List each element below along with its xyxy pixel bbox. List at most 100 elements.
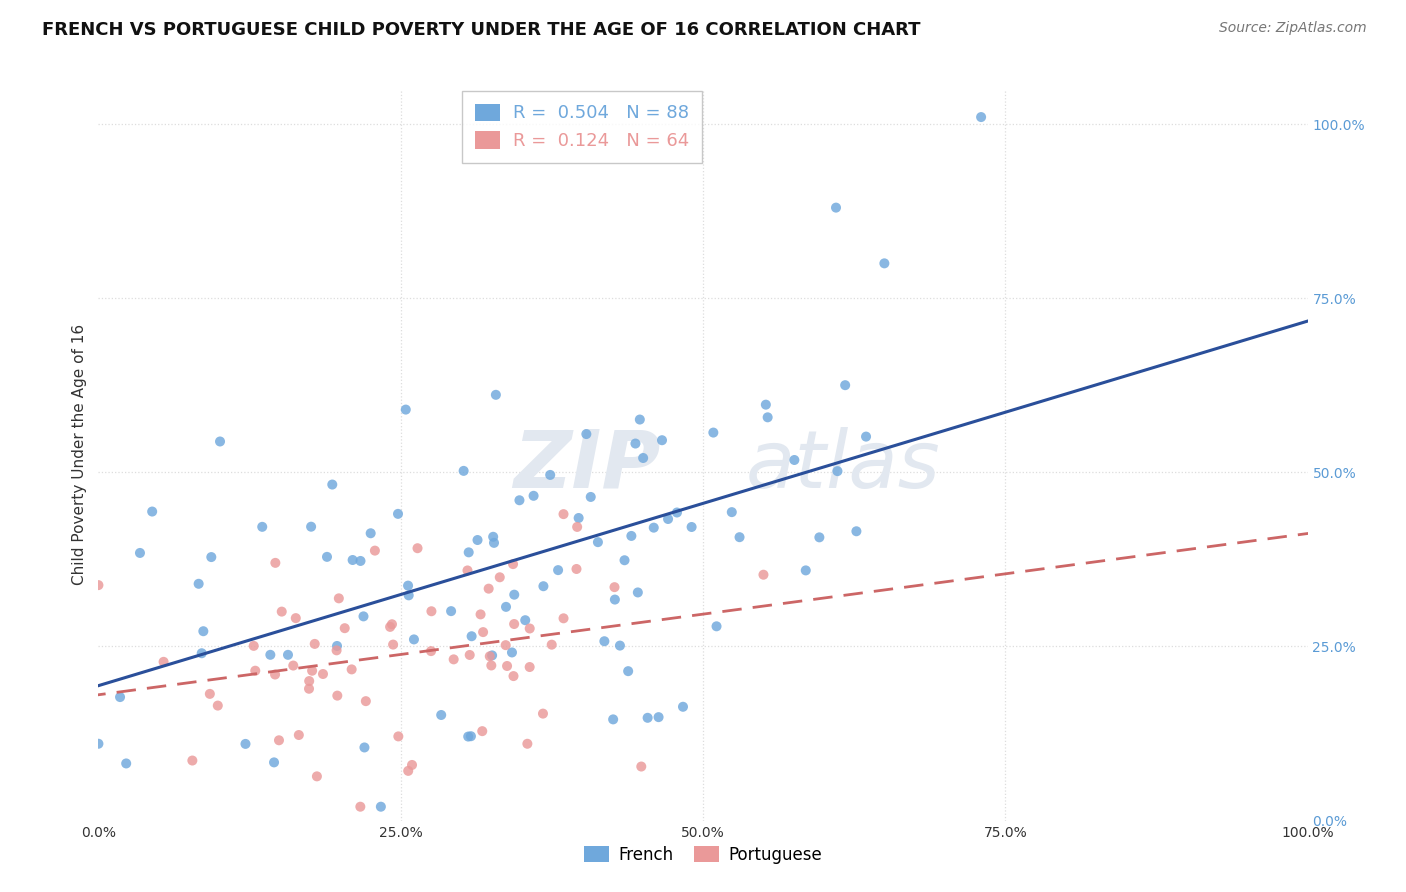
Point [485, 388, 508, 402]
Point [593, 634, 616, 648]
Point [565, 562, 588, 576]
Point [519, 660, 541, 674]
Point [325, 643, 347, 657]
Point [198, 687, 221, 701]
Point [406, 541, 429, 556]
Point [508, 493, 530, 508]
Point [364, 543, 387, 558]
Text: FRENCH VS PORTUGUESE CHILD POVERTY UNDER THE AGE OF 16 CORRELATION CHART: FRENCH VS PORTUGUESE CHILD POVERTY UNDER… [42, 21, 921, 39]
Point [523, 489, 546, 503]
Point [553, 507, 575, 521]
Point [396, 579, 419, 593]
Point [479, 658, 502, 673]
Point [706, 619, 728, 633]
Point [141, 504, 163, 518]
Point [420, 644, 443, 658]
Point [460, 729, 482, 743]
Point [970, 110, 993, 124]
Point [381, 617, 404, 632]
Text: atlas: atlas [745, 427, 941, 505]
Point [460, 629, 482, 643]
Point [353, 740, 375, 755]
Point [187, 576, 209, 591]
Point [515, 613, 537, 627]
Point [516, 737, 538, 751]
Point [547, 563, 569, 577]
Point [354, 694, 377, 708]
Point [440, 604, 463, 618]
Point [586, 535, 609, 549]
Point [624, 436, 647, 450]
Point [190, 646, 212, 660]
Point [108, 690, 131, 704]
Point [495, 638, 517, 652]
Point [502, 669, 524, 683]
Point [531, 706, 554, 721]
Point [402, 632, 425, 647]
Point [602, 712, 624, 726]
Point [193, 624, 215, 639]
Point [305, 769, 328, 783]
Point [834, 378, 856, 392]
Point [728, 530, 751, 544]
Point [235, 737, 257, 751]
Point [301, 664, 323, 678]
Point [496, 659, 519, 673]
Point [87, 578, 110, 592]
Point [794, 563, 817, 577]
Point [87, 737, 110, 751]
Point [672, 699, 695, 714]
Point [252, 520, 274, 534]
Point [620, 529, 643, 543]
Point [643, 521, 665, 535]
Point [328, 591, 350, 606]
Point [503, 588, 526, 602]
Point [627, 585, 650, 599]
Point [702, 425, 724, 440]
Point [430, 708, 453, 723]
Point [326, 689, 349, 703]
Point [387, 507, 409, 521]
Point [825, 201, 848, 215]
Point [270, 605, 292, 619]
Point [387, 730, 409, 744]
Point [855, 429, 877, 443]
Point [353, 609, 375, 624]
Point [457, 730, 479, 744]
Point [756, 410, 779, 425]
Point [553, 611, 575, 625]
Point [333, 621, 356, 635]
Point [312, 667, 335, 681]
Point [129, 546, 152, 560]
Point [538, 467, 561, 482]
Point [630, 759, 652, 773]
Point [783, 453, 806, 467]
Point [395, 402, 418, 417]
Point [647, 710, 669, 724]
Point [472, 625, 495, 640]
Point [284, 611, 307, 625]
Point [378, 620, 401, 634]
Point [453, 464, 475, 478]
Point [401, 758, 423, 772]
Point [845, 524, 868, 539]
Point [470, 607, 492, 622]
Point [349, 554, 371, 568]
Point [579, 490, 602, 504]
Point [482, 536, 505, 550]
Point [316, 549, 339, 564]
Point [471, 724, 494, 739]
Point [304, 637, 326, 651]
Point [259, 648, 281, 662]
Point [340, 662, 363, 676]
Point [617, 664, 640, 678]
Point [467, 533, 489, 547]
Point [478, 582, 501, 596]
Point [245, 664, 267, 678]
Y-axis label: Child Poverty Under the Age of 16: Child Poverty Under the Age of 16 [72, 325, 87, 585]
Point [208, 434, 231, 449]
Text: Source: ZipAtlas.com: Source: ZipAtlas.com [1219, 21, 1367, 36]
Point [457, 545, 479, 559]
Point [603, 580, 626, 594]
Point [481, 648, 503, 663]
